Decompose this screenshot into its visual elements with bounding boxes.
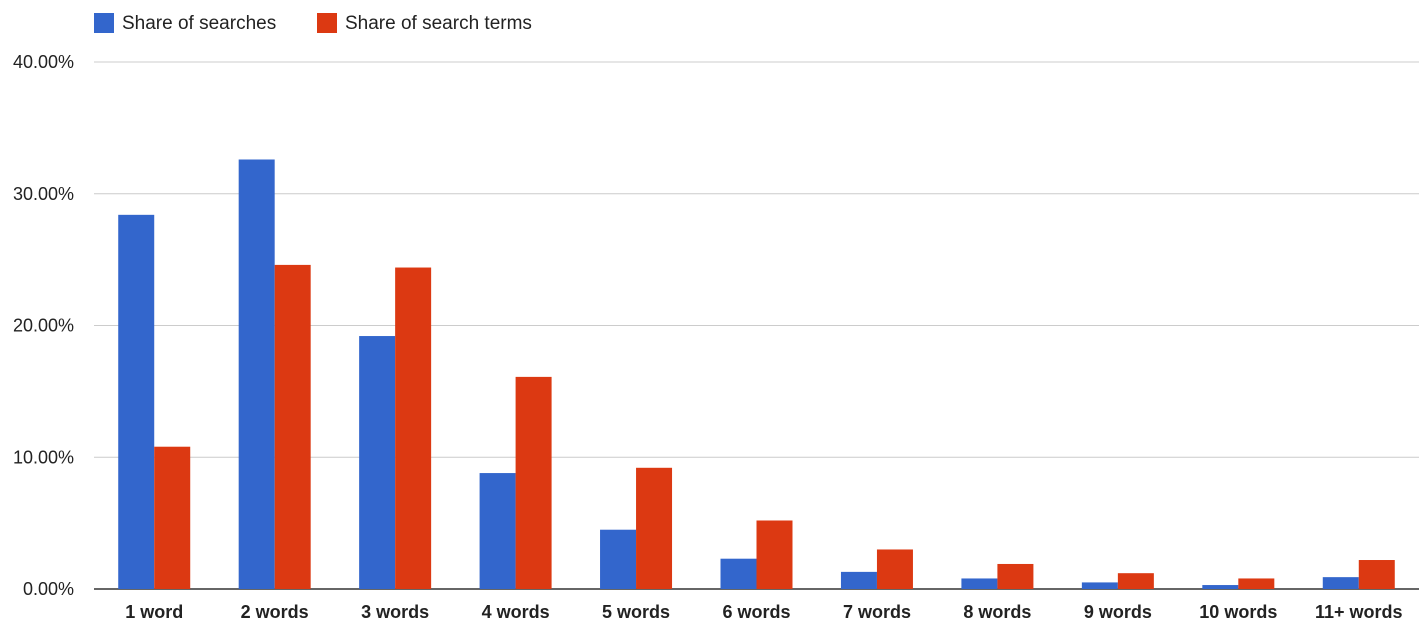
- x-tick-label: 2 words: [241, 602, 309, 622]
- bar-search-terms-6: [876, 549, 913, 589]
- legend: Share of searches Share of search terms: [94, 13, 532, 34]
- y-tick-label: 40.00%: [13, 52, 74, 72]
- x-tick-label: 4 words: [482, 602, 550, 622]
- y-tick-label: 0.00%: [23, 579, 74, 599]
- bar-searches-2: [359, 336, 396, 589]
- bar-search-terms-8: [1117, 573, 1154, 589]
- bar-search-terms-0: [154, 446, 191, 589]
- bar-searches-3: [479, 473, 516, 589]
- bar-search-terms-3: [515, 376, 552, 589]
- y-tick-label: 10.00%: [13, 447, 74, 467]
- bars: [118, 159, 1395, 589]
- bar-searches-0: [118, 214, 155, 589]
- y-tick-label: 30.00%: [13, 184, 74, 204]
- bar-search-terms-1: [274, 264, 311, 589]
- y-tick-label: 20.00%: [13, 316, 74, 336]
- bar-searches-10: [1322, 577, 1359, 589]
- x-tick-label: 8 words: [963, 602, 1031, 622]
- bar-searches-6: [840, 571, 877, 589]
- bar-search-terms-7: [997, 563, 1034, 589]
- x-tick-label: 3 words: [361, 602, 429, 622]
- x-tick-label: 11+ words: [1315, 602, 1403, 622]
- bar-searches-4: [600, 529, 637, 589]
- legend-label-searches: Share of searches: [122, 13, 276, 34]
- x-tick-label: 7 words: [843, 602, 911, 622]
- x-tick-label: 5 words: [602, 602, 670, 622]
- bar-search-terms-5: [756, 520, 793, 589]
- bar-searches-8: [1081, 582, 1118, 589]
- legend-swatch-search-terms: [317, 13, 337, 33]
- bar-searches-7: [961, 578, 998, 589]
- x-tick-label: 6 words: [722, 602, 790, 622]
- y-axis: 0.00% 10.00% 20.00% 30.00% 40.00%: [13, 52, 74, 599]
- bar-search-terms-2: [395, 267, 432, 589]
- bar-searches-9: [1202, 585, 1239, 589]
- bar-search-terms-9: [1238, 578, 1275, 589]
- bar-searches-1: [238, 159, 275, 589]
- bar-search-terms-10: [1358, 560, 1395, 589]
- bar-searches-5: [720, 558, 757, 589]
- x-tick-label: 1 word: [125, 602, 183, 622]
- bar-search-terms-4: [636, 467, 673, 589]
- x-axis: 1 word 2 words 3 words 4 words 5 words 6 word…: [125, 602, 1402, 622]
- x-tick-label: 10 words: [1199, 602, 1277, 622]
- x-tick-label: 9 words: [1084, 602, 1152, 622]
- legend-label-search-terms: Share of search terms: [345, 13, 532, 34]
- legend-swatch-searches: [94, 13, 114, 33]
